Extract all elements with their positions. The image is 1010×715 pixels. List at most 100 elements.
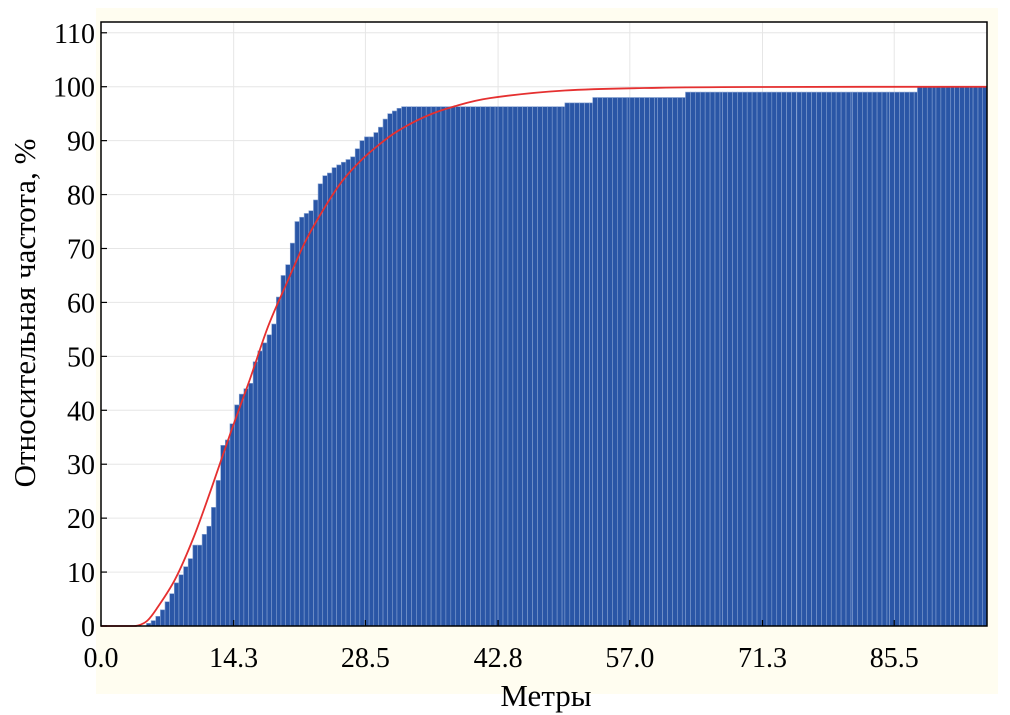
y-tick-label: 50 xyxy=(67,342,95,373)
histogram-bar xyxy=(313,199,319,627)
histogram-bar xyxy=(299,216,305,627)
histogram-bar xyxy=(396,107,402,627)
histogram-bar xyxy=(899,91,905,627)
histogram-bar xyxy=(704,91,711,627)
histogram-bar xyxy=(602,97,608,627)
histogram-bar xyxy=(612,97,618,627)
histogram-bar xyxy=(913,91,918,627)
histogram-bar xyxy=(289,242,296,627)
histogram-bar xyxy=(331,167,337,627)
histogram-bar xyxy=(751,91,758,627)
histogram-bar xyxy=(470,106,476,627)
histogram-bar xyxy=(617,97,623,627)
histogram-bar xyxy=(406,106,412,627)
histogram-bar xyxy=(340,161,347,627)
histogram-bar xyxy=(964,86,970,627)
y-tick-label: 60 xyxy=(67,288,95,319)
histogram-bar xyxy=(821,91,827,627)
histogram-bar xyxy=(889,91,895,627)
histogram-bar xyxy=(569,102,576,627)
histogram-bar xyxy=(945,86,952,627)
histogram-bar xyxy=(791,91,797,627)
histogram-bar xyxy=(465,106,471,627)
histogram-bar xyxy=(699,91,706,627)
histogram-bar xyxy=(771,91,778,627)
x-tick-label: 42.8 xyxy=(474,643,523,674)
histogram-bar xyxy=(401,106,407,627)
histogram-bar xyxy=(497,106,504,627)
histogram-bar xyxy=(584,102,590,627)
histogram-bar xyxy=(211,507,217,627)
histogram-bar xyxy=(308,210,314,627)
histogram-bar xyxy=(649,97,655,627)
histogram-bar xyxy=(542,106,548,627)
histogram-bar xyxy=(977,86,983,627)
histogram-bar xyxy=(621,97,628,627)
histogram-bar xyxy=(732,91,738,627)
histogram-bar xyxy=(926,86,933,627)
y-axis-title: Относительная частота, % xyxy=(7,139,42,488)
y-tick-label: 100 xyxy=(53,73,95,104)
y-tick-label: 80 xyxy=(67,181,95,212)
histogram-bar xyxy=(420,106,427,627)
histogram-bar xyxy=(597,97,603,627)
histogram-bar xyxy=(840,91,847,627)
histogram-bar xyxy=(607,97,613,627)
histogram-bar xyxy=(178,574,184,627)
histogram-bar xyxy=(220,445,226,627)
histogram-bar xyxy=(931,86,937,627)
histogram-bar xyxy=(489,106,496,627)
histogram-bar xyxy=(243,388,249,627)
histogram-bar xyxy=(801,91,807,627)
histogram-bar xyxy=(954,86,960,627)
histogram-bar xyxy=(460,106,466,627)
histogram-bar xyxy=(238,393,245,627)
histogram-bar xyxy=(917,86,923,627)
histogram-bar xyxy=(806,91,812,627)
y-tick-label: 10 xyxy=(67,558,95,589)
histogram-bar xyxy=(845,91,852,627)
histogram-bar xyxy=(579,102,585,627)
histogram-bar xyxy=(345,159,351,627)
histogram-bar xyxy=(475,106,481,627)
histogram-bar xyxy=(359,140,365,627)
histogram-bar xyxy=(634,97,640,627)
plot-frame xyxy=(100,21,988,627)
histogram-bar xyxy=(527,106,533,627)
histogram-bar xyxy=(830,91,837,627)
histogram-bar xyxy=(972,86,979,627)
histogram-bar xyxy=(266,334,273,627)
histogram-bar xyxy=(950,86,955,627)
histogram-bar xyxy=(455,106,461,627)
histogram-bar xyxy=(592,97,598,627)
histogram-bar xyxy=(657,97,663,627)
histogram-bar xyxy=(173,582,180,627)
histogram-bar xyxy=(411,106,417,627)
y-tick-label: 0 xyxy=(81,612,95,643)
histogram-bar xyxy=(862,91,868,627)
histogram-bar xyxy=(904,91,910,627)
histogram-bar xyxy=(685,91,691,627)
histogram-bar xyxy=(852,91,858,627)
histogram-bar xyxy=(271,323,277,627)
histogram-bar xyxy=(517,106,523,627)
x-tick-label: 14.3 xyxy=(209,643,258,674)
histogram-bar xyxy=(532,106,538,627)
histogram-bar xyxy=(364,136,370,627)
y-tick-label: 110 xyxy=(54,19,95,50)
histogram-bar xyxy=(796,91,803,627)
histogram-bar xyxy=(561,106,566,627)
histogram-bar xyxy=(876,91,883,627)
histogram-bar xyxy=(714,91,721,627)
histogram-bar xyxy=(435,106,442,627)
histogram-bar xyxy=(564,102,571,627)
histogram-bar xyxy=(695,91,701,627)
histogram-bar xyxy=(644,97,650,627)
histogram-bar xyxy=(276,296,282,627)
histogram-bar xyxy=(866,91,873,627)
histogram-bar xyxy=(537,106,543,627)
histogram-bar xyxy=(546,106,553,627)
histogram-bar xyxy=(322,175,328,627)
histogram-bar xyxy=(709,91,716,627)
